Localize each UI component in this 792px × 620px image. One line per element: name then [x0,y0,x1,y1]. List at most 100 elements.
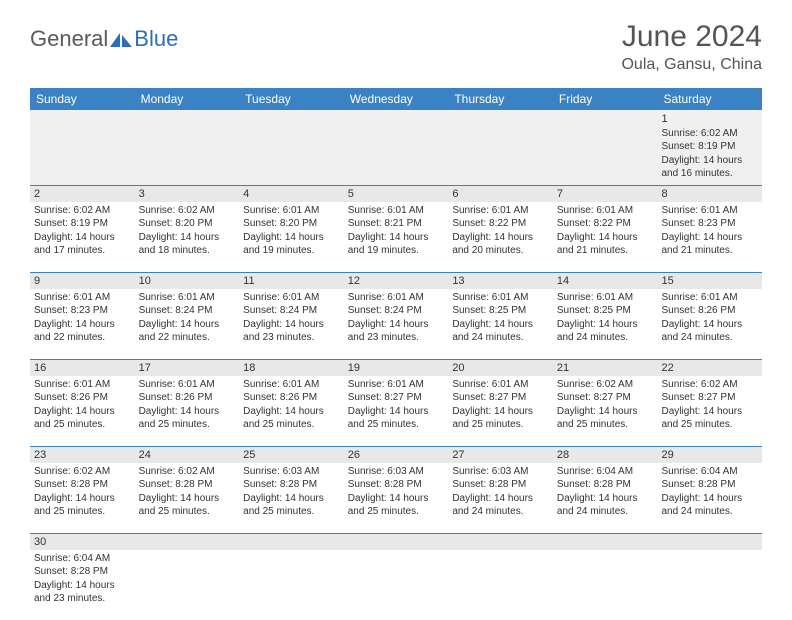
sunrise-line: Sunrise: 6:02 AM [661,378,758,392]
day-content: Sunrise: 6:01 AMSunset: 8:24 PMDaylight:… [348,291,445,345]
sunrise-line: Sunrise: 6:03 AM [348,465,445,479]
day-number: 20 [448,360,553,376]
day-content: Sunrise: 6:01 AMSunset: 8:24 PMDaylight:… [243,291,340,345]
daylight-line: Daylight: 14 hours and 24 minutes. [557,492,654,519]
day-content: Sunrise: 6:01 AMSunset: 8:25 PMDaylight:… [557,291,654,345]
sunrise-line: Sunrise: 6:01 AM [452,291,549,305]
sunrise-line: Sunrise: 6:01 AM [557,291,654,305]
day-number: 5 [344,186,449,202]
weekday-header: Saturday [657,88,762,110]
day-cell: Sunrise: 6:01 AMSunset: 8:21 PMDaylight:… [344,202,449,272]
day-cell: Sunrise: 6:02 AMSunset: 8:27 PMDaylight:… [553,376,658,446]
sunrise-line: Sunrise: 6:02 AM [661,127,758,141]
sunrise-line: Sunrise: 6:03 AM [452,465,549,479]
week-row: Sunrise: 6:01 AMSunset: 8:23 PMDaylight:… [30,289,762,360]
month-title: June 2024 [621,20,762,54]
weekday-header-row: SundayMondayTuesdayWednesdayThursdayFrid… [30,88,762,110]
day-content: Sunrise: 6:02 AMSunset: 8:28 PMDaylight:… [34,465,131,519]
sunrise-line: Sunrise: 6:01 AM [243,204,340,218]
sunrise-line: Sunrise: 6:01 AM [661,291,758,305]
day-cell: Sunrise: 6:01 AMSunset: 8:22 PMDaylight:… [553,202,658,272]
sunset-line: Sunset: 8:28 PM [139,478,236,492]
day-cell: Sunrise: 6:01 AMSunset: 8:24 PMDaylight:… [239,289,344,359]
week-row: Sunrise: 6:04 AMSunset: 8:28 PMDaylight:… [30,550,762,620]
day-content: Sunrise: 6:01 AMSunset: 8:26 PMDaylight:… [243,378,340,432]
day-cell [135,550,240,620]
weekday-header: Wednesday [344,88,449,110]
day-number: 10 [135,273,240,289]
sunset-line: Sunset: 8:25 PM [452,304,549,318]
sunset-line: Sunset: 8:24 PM [348,304,445,318]
day-cell: Sunrise: 6:04 AMSunset: 8:28 PMDaylight:… [657,463,762,533]
sunset-line: Sunset: 8:24 PM [139,304,236,318]
sunrise-line: Sunrise: 6:03 AM [243,465,340,479]
day-content: Sunrise: 6:02 AMSunset: 8:19 PMDaylight:… [661,127,758,181]
day-number: 2 [30,186,135,202]
day-cell: Sunrise: 6:01 AMSunset: 8:26 PMDaylight:… [657,289,762,359]
sunset-line: Sunset: 8:26 PM [661,304,758,318]
daylight-line: Daylight: 14 hours and 24 minutes. [661,318,758,345]
sunset-line: Sunset: 8:28 PM [348,478,445,492]
sunset-line: Sunset: 8:26 PM [243,391,340,405]
day-content: Sunrise: 6:01 AMSunset: 8:22 PMDaylight:… [452,204,549,258]
brand-logo: General Blue [30,26,178,52]
day-cell [448,110,553,185]
day-number-row: 2345678 [30,186,762,202]
brand-prefix: General [30,26,108,52]
day-content: Sunrise: 6:04 AMSunset: 8:28 PMDaylight:… [557,465,654,519]
sunset-line: Sunset: 8:28 PM [34,478,131,492]
location: Oula, Gansu, China [621,56,762,74]
sunrise-line: Sunrise: 6:04 AM [557,465,654,479]
day-cell [657,550,762,620]
sunrise-line: Sunrise: 6:01 AM [348,204,445,218]
day-number: 7 [553,186,658,202]
day-number: 18 [239,360,344,376]
day-cell: Sunrise: 6:01 AMSunset: 8:27 PMDaylight:… [344,376,449,446]
day-content: Sunrise: 6:04 AMSunset: 8:28 PMDaylight:… [34,552,131,606]
day-cell: Sunrise: 6:01 AMSunset: 8:25 PMDaylight:… [448,289,553,359]
daylight-line: Daylight: 14 hours and 24 minutes. [557,318,654,345]
sunrise-line: Sunrise: 6:01 AM [348,378,445,392]
day-content: Sunrise: 6:03 AMSunset: 8:28 PMDaylight:… [348,465,445,519]
day-content: Sunrise: 6:01 AMSunset: 8:27 PMDaylight:… [348,378,445,432]
day-content: Sunrise: 6:03 AMSunset: 8:28 PMDaylight:… [452,465,549,519]
sunrise-line: Sunrise: 6:01 AM [34,291,131,305]
day-number: 3 [135,186,240,202]
brand-suffix: Blue [134,26,178,52]
daylight-line: Daylight: 14 hours and 18 minutes. [139,231,236,258]
sunrise-line: Sunrise: 6:01 AM [139,378,236,392]
day-content: Sunrise: 6:02 AMSunset: 8:28 PMDaylight:… [139,465,236,519]
sunset-line: Sunset: 8:19 PM [661,140,758,154]
day-cell: Sunrise: 6:02 AMSunset: 8:20 PMDaylight:… [135,202,240,272]
weekday-header: Thursday [448,88,553,110]
calendar-grid: SundayMondayTuesdayWednesdayThursdayFrid… [30,88,762,620]
day-number: 28 [553,447,658,463]
day-number [135,534,240,550]
day-content: Sunrise: 6:01 AMSunset: 8:26 PMDaylight:… [34,378,131,432]
daylight-line: Daylight: 14 hours and 25 minutes. [243,492,340,519]
daylight-line: Daylight: 14 hours and 20 minutes. [452,231,549,258]
day-content: Sunrise: 6:01 AMSunset: 8:26 PMDaylight:… [661,291,758,345]
day-number [239,534,344,550]
daylight-line: Daylight: 14 hours and 25 minutes. [139,405,236,432]
daylight-line: Daylight: 14 hours and 21 minutes. [661,231,758,258]
sunrise-line: Sunrise: 6:02 AM [557,378,654,392]
day-number [657,534,762,550]
daylight-line: Daylight: 14 hours and 22 minutes. [34,318,131,345]
daylight-line: Daylight: 14 hours and 19 minutes. [243,231,340,258]
day-number: 29 [657,447,762,463]
sunrise-line: Sunrise: 6:01 AM [661,204,758,218]
sunset-line: Sunset: 8:20 PM [139,217,236,231]
week-row: Sunrise: 6:02 AMSunset: 8:19 PM Daylight:… [30,202,762,273]
day-number: 8 [657,186,762,202]
daylight-line: Daylight: 14 hours and 24 minutes. [452,492,549,519]
sunrise-line: Sunrise: 6:02 AM [34,204,131,218]
day-content: Sunrise: 6:01 AMSunset: 8:23 PMDaylight:… [661,204,758,258]
sunrise-line: Sunrise: 6:04 AM [661,465,758,479]
sunset-line: Sunset: 8:23 PM [34,304,131,318]
day-number: 27 [448,447,553,463]
weekday-header: Monday [135,88,240,110]
day-number-row: 30 [30,534,762,550]
sunset-line: Sunset: 8:19 PM [34,217,131,231]
daylight-line: Daylight: 14 hours and 22 minutes. [139,318,236,345]
